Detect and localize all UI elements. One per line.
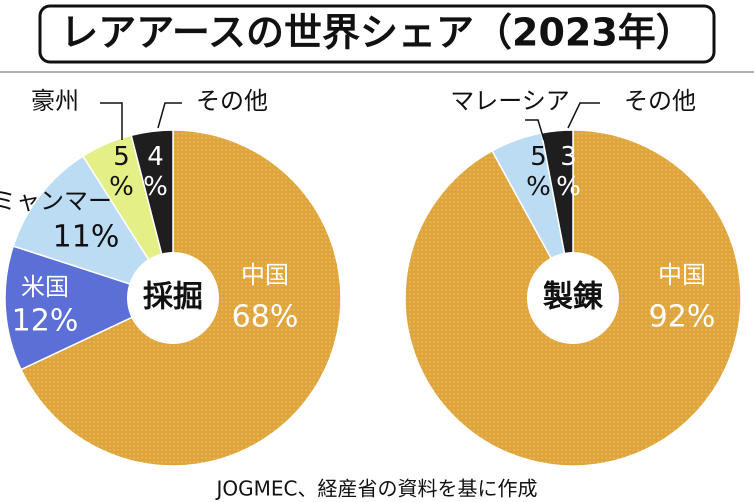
donut-hole [127,252,219,344]
leader-line [567,102,600,129]
value-label: 4% [141,142,171,202]
category-label: 中国 [658,261,706,289]
category-label: その他 [624,87,696,115]
title: レアアースの世界シェア（2023年） [60,11,694,55]
value-label: 3% [554,142,584,202]
donut-hole [527,252,619,344]
value-label: 11% [53,220,120,255]
center-label: 採掘 [143,280,203,315]
center-label: 製錬 [543,280,604,315]
category-label: その他 [196,87,268,115]
source: JOGMEC、経産省の資料を基に作成 [215,477,538,501]
category-label: ミャンマー [0,187,112,215]
value-label: 12% [12,304,79,339]
category-label: マレーシア [450,87,570,115]
pie-slice [12,155,175,300]
pie-slice [4,245,176,371]
category-label: 豪州 [31,87,79,115]
value-label: 92% [649,300,716,335]
category-label: 米国 [21,273,69,301]
leader-line [525,119,545,141]
value-label: 5% [107,142,137,202]
title-box [38,4,716,64]
leader-line [157,102,182,129]
leader-line [100,102,123,140]
category-label: 中国 [241,261,289,289]
value-label: 5% [524,142,554,202]
value-label: 68% [232,300,299,335]
